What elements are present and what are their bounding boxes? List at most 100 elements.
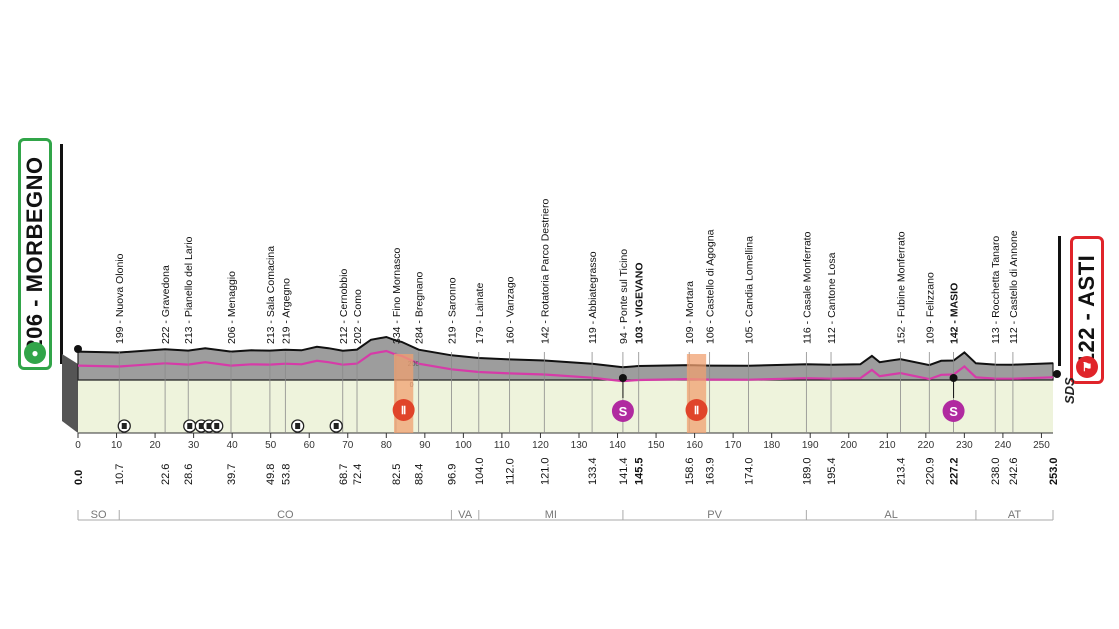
x-tick-label: 80 <box>381 440 393 451</box>
finish-marker-line <box>1058 236 1061 366</box>
point-km-label: 133.4 <box>587 457 599 485</box>
point-name-label: 109 - Felizzano <box>924 272 936 344</box>
x-tick-label: 120 <box>532 440 549 451</box>
point-km-label: 53.8 <box>280 464 292 485</box>
province-bar: SO CO VA MI PV AL AT <box>77 509 1054 521</box>
x-tick-label: 50 <box>265 440 277 451</box>
sprint-icon <box>611 400 634 422</box>
point-km-label: 88.4 <box>414 464 426 485</box>
point-name-label: 112 - Cantone Losa <box>826 252 838 344</box>
point-km-label: 220.9 <box>924 457 936 485</box>
finish-icon: ⚑ <box>1076 356 1098 378</box>
x-tick-label: 230 <box>956 440 973 451</box>
start-point <box>74 345 82 353</box>
point-km-label: 189.0 <box>801 457 813 485</box>
x-tick-label: 0 <box>75 440 81 451</box>
province-label: VA <box>458 509 473 521</box>
point-name-label: 284 - Bregnano <box>414 271 426 344</box>
point-name-label: 213 - Pianello del Lario <box>183 236 195 344</box>
point-km-label: 72.4 <box>352 464 364 485</box>
y-tick-label: 200 <box>408 361 420 368</box>
feed-zone-band <box>394 354 414 433</box>
sprint-label: S <box>619 404 628 419</box>
x-tick-label: 160 <box>686 440 703 451</box>
point-name-label: 113 - Rocchetta Tanaro <box>990 236 1002 344</box>
point-km-label: 238.0 <box>990 457 1002 485</box>
x-tick-label: 70 <box>342 440 354 451</box>
feed-zone-icon <box>392 399 415 421</box>
point-km-label: 242.6 <box>1008 457 1020 485</box>
point-km-label: 145.5 <box>634 457 646 485</box>
sprint-point <box>949 374 958 382</box>
tunnel-icon-door <box>295 423 301 429</box>
finish-badge: 122 - ASTI ⚑ <box>1070 236 1104 384</box>
finish-point <box>1053 370 1061 378</box>
tunnel-icon-door <box>206 423 212 429</box>
point-km-label: 49.8 <box>265 464 277 485</box>
tunnel-icon-door <box>214 423 220 429</box>
point-km-label: 121.0 <box>539 457 551 485</box>
profile-side-face <box>62 354 78 433</box>
province-label: AT <box>1008 509 1022 521</box>
point-km-label: 112.0 <box>505 458 517 485</box>
x-tick-label: 130 <box>571 440 588 451</box>
x-tick-label: 100 <box>455 440 472 451</box>
x-tick-label: 10 <box>111 440 123 451</box>
point-km-label: 104.0 <box>474 457 486 485</box>
point-km-label: 39.7 <box>226 464 238 485</box>
point-km-label: 195.4 <box>826 457 838 485</box>
province-label: AL <box>884 509 897 521</box>
sprint-point <box>618 374 627 382</box>
point-name-label: 199 - Nuova Olonio <box>114 253 126 344</box>
x-tick-label: 110 <box>494 440 510 451</box>
point-km-label: 68.7 <box>338 464 350 485</box>
point-name-label: 106 - Castello di Agogna <box>705 229 717 344</box>
point-km-label: 22.6 <box>160 464 172 485</box>
point-km-label: 163.9 <box>705 457 717 485</box>
x-axis-ticks: 0 10 20 30 40 50 60 70 80 90 100 110 120 130 140 150 160… <box>75 433 1050 451</box>
point-name-label: 112 - Castello di Annone <box>1008 230 1020 344</box>
tunnel-icon-door <box>198 423 204 429</box>
point-km-label: 174.0 <box>744 457 756 485</box>
point-name-label: 206 - Menaggio <box>226 271 238 344</box>
point-km-label: 158.6 <box>684 457 696 485</box>
sprint-icon <box>942 400 965 422</box>
x-tick-label: 180 <box>763 440 780 451</box>
x-tick-label: 210 <box>879 440 896 451</box>
x-tick-label: 140 <box>609 440 626 451</box>
province-label: PV <box>707 509 722 521</box>
point-km-label: 28.6 <box>183 464 195 485</box>
x-tick-label: 190 <box>802 440 819 451</box>
tunnel-icon-door <box>187 423 193 429</box>
point-name-label: 202 - Como <box>352 289 364 344</box>
point-name-label: 219 - Argegno <box>280 278 292 344</box>
feed-zone-icon <box>685 399 708 421</box>
point-name-label: 219 - Saronno <box>446 277 458 344</box>
point-name-label: 213 - Sala Comacina <box>265 246 277 344</box>
cyclist-icon: ● <box>24 342 46 364</box>
feed-zone-glyph: Ⅱ <box>401 405 406 417</box>
point-km-label: 96.9 <box>446 464 458 485</box>
x-tick-label: 20 <box>150 440 162 451</box>
point-km-label: 82.5 <box>391 464 403 485</box>
point-name-label: 103 - VIGEVANO <box>634 263 646 345</box>
point-km-label: 0.0 <box>73 470 85 485</box>
point-km-label: 227.2 <box>949 457 961 485</box>
x-tick-label: 60 <box>304 440 316 451</box>
x-tick-label: 220 <box>917 440 934 451</box>
x-tick-label: 170 <box>725 440 742 451</box>
point-km-label: 253.0 <box>1048 457 1060 485</box>
point-name-label: 109 - Mortara <box>684 281 696 344</box>
point-name-label: 160 - Vanzago <box>505 276 517 344</box>
tunnel-icon-door <box>121 423 127 429</box>
x-tick-label: 240 <box>995 440 1012 451</box>
point-km-label: 141.4 <box>618 457 630 485</box>
point-name-label: 94 - Ponte sul Ticino <box>618 249 630 344</box>
markers: Ⅱ Ⅱ S S <box>74 345 1061 433</box>
point-name-label: 119 - Abbiategrasso <box>587 251 599 344</box>
point-name-label: 116 - Casale Monferrato <box>801 231 813 344</box>
start-badge: 206 - MORBEGNO ● <box>18 138 52 370</box>
point-name-label: 152 - Fubine Monferrato <box>895 231 907 344</box>
feed-zone-band <box>686 354 707 433</box>
